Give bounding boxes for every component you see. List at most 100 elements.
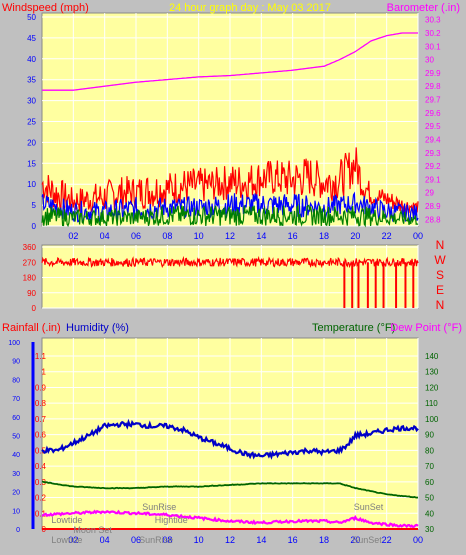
barometer-tick-label: 28.9: [425, 202, 441, 211]
humidity-tick-label: 0.2: [35, 494, 47, 503]
series-temperature: [41, 480, 419, 499]
wind-tick-label: 0: [32, 222, 37, 231]
x-tick-label: 16: [288, 535, 298, 545]
x-tick-label: 12: [225, 231, 235, 241]
x-tick-label: 18: [319, 231, 329, 241]
rain-tick-label: 100: [8, 340, 20, 347]
event-label: Moon Set: [73, 525, 112, 535]
direction-tick-label: 270: [23, 258, 37, 267]
x-tick-label: 22: [382, 231, 392, 241]
temperature-tick-label: 80: [425, 446, 434, 455]
rain-tick-label: 10: [12, 508, 20, 515]
rain-tick-label: 50: [12, 434, 20, 441]
compass-label: N: [436, 298, 445, 312]
x-tick-label: 06: [131, 231, 141, 241]
x-tick-label: 22: [382, 535, 392, 545]
barometer-tick-label: 29.4: [425, 135, 441, 144]
x-tick-label: 12: [225, 535, 235, 545]
wind-axis-ticks: 0 5 10 15 20 25 30 35 40 45 50: [27, 13, 36, 231]
barometer-tick-label: 29: [425, 189, 434, 198]
wind-tick-label: 5: [32, 201, 37, 210]
x-tick-label: 10: [194, 231, 204, 241]
wind-axis-label: Windspeed (mph): [2, 2, 89, 14]
rain-tick-label: 90: [12, 359, 20, 366]
barometer-tick-label: 29.5: [425, 122, 441, 131]
barometer-tick-label: 30.3: [425, 16, 441, 25]
temperature-tick-label: 70: [425, 462, 434, 471]
wind-tick-label: 35: [27, 76, 36, 85]
series-wind-direction: [41, 255, 419, 269]
x-tick-label: 06: [131, 535, 141, 545]
direction-tick-label: 0: [32, 304, 37, 313]
humidity-tick-label: 0.9: [35, 383, 47, 392]
rain-tick-label: 0: [16, 527, 20, 534]
x-tick-label: 04: [100, 535, 110, 545]
event-label: Lowtide: [51, 515, 82, 525]
rain-tick-label: 60: [12, 415, 20, 422]
compass-label: E: [436, 283, 444, 297]
event-label: SunRise: [139, 535, 173, 545]
x-tick-label: 02: [68, 535, 78, 545]
temp-series: [41, 418, 419, 530]
wind-tick-label: 20: [27, 138, 36, 147]
temp-x-axis-ticks: 02 04 06 08 10 12 14 16 18 20 22 00: [68, 535, 423, 545]
rainfall-axis-label: Rainfall (.in): [2, 322, 61, 334]
event-label: Hightide: [155, 515, 188, 525]
direction-tick-label: 180: [23, 274, 37, 283]
x-tick-label: 00: [413, 535, 423, 545]
humidity-tick-label: 0.7: [35, 415, 47, 424]
wind-x-axis-ticks: 02 04 06 08 10 12 14 16 18 20 22 00: [68, 231, 423, 241]
humidity-tick-label: 0.5: [35, 446, 47, 455]
x-tick-label: 00: [413, 231, 423, 241]
temperature-axis-ticks: 30 40 50 60 70 80 90 100 110 120 130 140: [425, 352, 439, 534]
rain-tick-label: 40: [12, 452, 20, 459]
humidity-tick-label: 0.3: [35, 478, 47, 487]
humidity-axis-ticks: 00.10.20.30.40.50.60.70.80.911.1: [35, 352, 47, 534]
compass-label: W: [434, 253, 446, 267]
temperature-axis-label: Temperature (°F): [312, 322, 395, 334]
wind-tick-label: 25: [27, 118, 36, 127]
compass-label: N: [436, 238, 445, 252]
x-tick-label: 02: [68, 231, 78, 241]
barometer-tick-label: 30.2: [425, 29, 441, 38]
rain-tick-label: 70: [12, 396, 20, 403]
humidity-tick-label: 0.8: [35, 399, 47, 408]
temperature-tick-label: 50: [425, 494, 434, 503]
humidity-tick-label: 0.6: [35, 431, 47, 440]
series-barometer: [42, 32, 418, 91]
humidity-tick-label: 0.4: [35, 462, 47, 471]
barometer-tick-label: 29.3: [425, 149, 441, 158]
wind-tick-label: 15: [27, 159, 36, 168]
barometer-tick-label: 30.1: [425, 42, 441, 51]
series-dew-point: [41, 509, 419, 529]
barometer-tick-label: 28.8: [425, 215, 441, 224]
temperature-tick-label: 120: [425, 383, 439, 392]
barometer-tick-label: 29.1: [425, 175, 441, 184]
temperature-tick-label: 100: [425, 415, 439, 424]
x-tick-label: 16: [288, 231, 298, 241]
barometer-tick-label: 29.7: [425, 96, 441, 105]
barometer-tick-label: 29.2: [425, 162, 441, 171]
barometer-axis-ticks: 28.8 28.9 29 29.1 29.2 29.3 29.4 29.5 29.6 29.7 29…: [425, 16, 441, 225]
series-wind-low: [41, 203, 419, 228]
barometer-tick-label: 29.8: [425, 82, 441, 91]
event-label: Lowtide: [51, 535, 82, 545]
x-tick-label: 10: [194, 535, 204, 545]
barometer-tick-label: 30: [425, 56, 434, 65]
sun-moon-tide-events: SunRise SunSet Lowtide Hightide Moon SetLowt…: [51, 502, 383, 545]
x-tick-label: 08: [162, 231, 172, 241]
direction-tick-label: 360: [23, 243, 37, 252]
humidity-tick-label: 0.1: [35, 509, 47, 518]
series-wind-gust: [41, 147, 419, 214]
wind-series: [41, 32, 419, 228]
dewpoint-axis-label: Dew Point (°F): [390, 322, 462, 334]
humidity-tick-label: 1.1: [35, 352, 47, 361]
event-label: SunSet: [352, 535, 382, 545]
direction-tick-label: 90: [27, 289, 36, 298]
rain-axis-ticks: 0 10 20 30 40 50 60 70 80 90 100: [8, 340, 35, 534]
compass-label: S: [436, 268, 444, 282]
chart-title: 24 hour graph day : May 03 2017: [169, 2, 331, 14]
temperature-tick-label: 130: [425, 368, 439, 377]
